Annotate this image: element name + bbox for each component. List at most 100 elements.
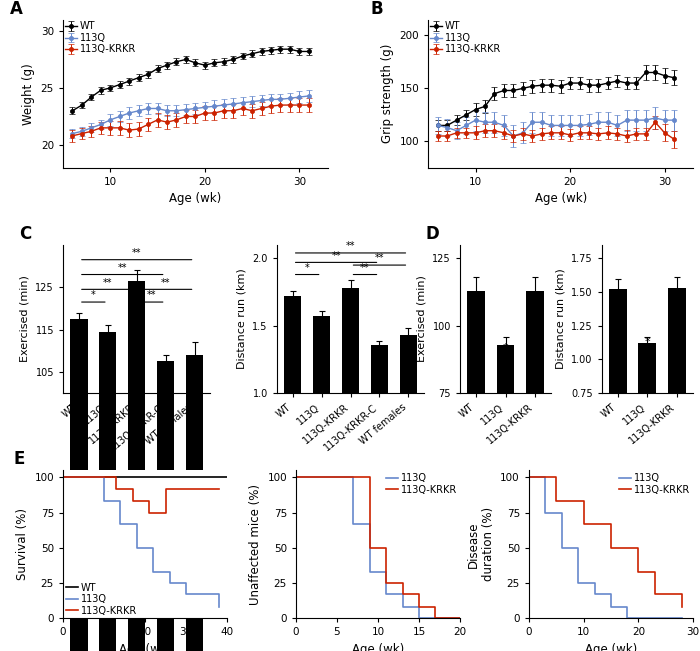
113Q — [132, 520, 141, 528]
Bar — [609, 289, 626, 494]
113Q — [541, 473, 550, 481]
Legend: 113Q, 113Q-KRKR: 113Q, 113Q-KRKR — [620, 473, 690, 495]
Text: C: C — [19, 225, 31, 243]
113Q-KRKR — [365, 544, 374, 552]
Line: 113Q: 113Q — [296, 477, 460, 618]
113Q-KRKR — [525, 473, 533, 481]
113Q-KRKR — [215, 484, 223, 492]
Y-axis label: Disease
duration (%): Disease duration (%) — [467, 507, 495, 581]
Line: 113Q-KRKR: 113Q-KRKR — [63, 477, 219, 512]
Bar — [157, 361, 174, 651]
Text: D: D — [425, 225, 439, 243]
113Q — [574, 579, 582, 587]
X-axis label: Age (wk): Age (wk) — [535, 192, 587, 205]
113Q-KRKR — [580, 520, 588, 528]
113Q-KRKR — [112, 473, 120, 481]
Text: B: B — [370, 0, 383, 18]
X-axis label: Age (wk): Age (wk) — [119, 643, 172, 651]
Bar — [342, 288, 359, 528]
113Q — [623, 603, 631, 611]
Legend: 113Q, 113Q-KRKR: 113Q, 113Q-KRKR — [386, 473, 457, 495]
113Q-KRKR — [552, 497, 561, 505]
Bar — [400, 335, 417, 528]
X-axis label: Age (wk): Age (wk) — [584, 643, 637, 651]
Y-axis label: Unaffected mice (%): Unaffected mice (%) — [248, 484, 262, 605]
Text: *: * — [91, 290, 96, 300]
113Q — [149, 544, 158, 552]
113Q — [100, 473, 108, 481]
113Q — [116, 497, 125, 505]
113Q — [558, 508, 566, 516]
113Q — [365, 568, 374, 575]
113Q-KRKR — [129, 497, 137, 505]
113Q — [132, 544, 141, 552]
113Q-KRKR — [292, 473, 300, 481]
113Q — [182, 579, 190, 587]
Text: **: ** — [346, 242, 356, 251]
Text: **: ** — [331, 251, 341, 261]
Line: 113Q-KRKR: 113Q-KRKR — [529, 477, 682, 607]
Text: A: A — [10, 0, 23, 18]
Text: **: ** — [132, 248, 141, 258]
113Q-KRKR — [650, 590, 659, 598]
Legend: WT, 113Q, 113Q-KRKR: WT, 113Q, 113Q-KRKR — [65, 21, 136, 55]
113Q — [149, 568, 158, 575]
Y-axis label: Grip strength (g): Grip strength (g) — [381, 44, 394, 143]
113Q-KRKR — [650, 568, 659, 575]
Text: **: ** — [118, 263, 127, 273]
Bar — [371, 344, 388, 528]
113Q — [382, 590, 391, 598]
Y-axis label: Exercised (min): Exercised (min) — [20, 275, 30, 363]
Bar — [284, 296, 302, 528]
Text: *: * — [645, 337, 650, 347]
Y-axis label: Survival (%): Survival (%) — [16, 508, 29, 580]
113Q — [574, 544, 582, 552]
113Q-KRKR — [59, 473, 67, 481]
113Q-KRKR — [415, 590, 424, 598]
113Q-KRKR — [415, 603, 424, 611]
113Q-KRKR — [634, 544, 643, 552]
113Q-KRKR — [607, 544, 615, 552]
113Q — [100, 497, 108, 505]
113Q-KRKR — [634, 568, 643, 575]
113Q-KRKR — [607, 520, 615, 528]
113Q — [541, 508, 550, 516]
113Q-KRKR — [161, 508, 169, 516]
Bar — [70, 319, 88, 651]
Text: E: E — [14, 450, 25, 468]
113Q — [116, 520, 125, 528]
X-axis label: Age (wk): Age (wk) — [169, 192, 221, 205]
113Q — [365, 520, 374, 528]
Bar — [638, 343, 656, 494]
113Q — [215, 603, 223, 611]
Y-axis label: Distance run (km): Distance run (km) — [555, 269, 566, 369]
Bar — [668, 288, 685, 494]
Bar — [128, 281, 146, 651]
X-axis label: Age (wk): Age (wk) — [352, 643, 404, 651]
113Q-KRKR — [382, 579, 391, 587]
113Q-KRKR — [382, 544, 391, 552]
113Q — [558, 544, 566, 552]
113Q — [165, 579, 174, 587]
113Q-KRKR — [129, 484, 137, 492]
113Q-KRKR — [398, 590, 407, 598]
113Q — [678, 615, 686, 622]
113Q — [607, 603, 615, 611]
113Q — [456, 615, 464, 622]
Y-axis label: Exercised (min): Exercised (min) — [416, 275, 427, 363]
113Q — [398, 603, 407, 611]
Y-axis label: Weight (g): Weight (g) — [22, 62, 35, 124]
Legend: WT, 113Q, 113Q-KRKR: WT, 113Q, 113Q-KRKR — [430, 21, 501, 55]
113Q-KRKR — [112, 484, 120, 492]
Line: 113Q-KRKR: 113Q-KRKR — [296, 477, 460, 618]
113Q — [415, 603, 424, 611]
Bar — [99, 332, 116, 651]
113Q — [349, 520, 358, 528]
Text: **: ** — [161, 277, 170, 288]
113Q — [165, 568, 174, 575]
113Q — [645, 615, 654, 622]
113Q — [678, 615, 686, 622]
113Q-KRKR — [365, 473, 374, 481]
113Q — [292, 473, 300, 481]
Bar — [526, 291, 544, 595]
